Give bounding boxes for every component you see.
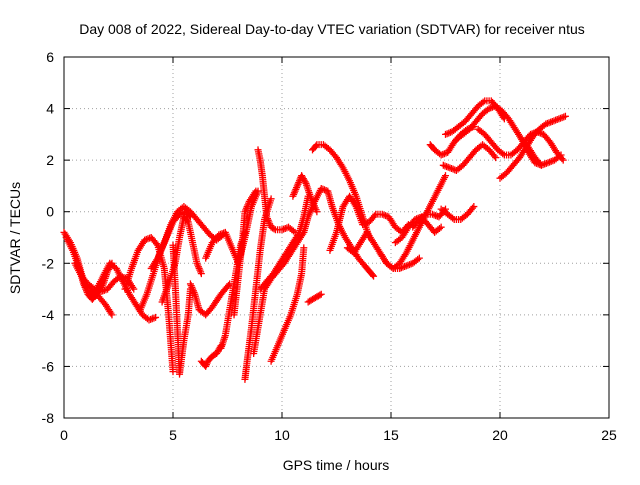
data-point [289,227,297,235]
data-point [267,195,275,203]
data-point [449,214,457,222]
series-34 [496,112,569,182]
data-point [479,98,487,106]
data-points [60,97,569,383]
series-21 [304,290,325,306]
data-point [252,187,260,195]
x-tick-label: 0 [60,427,68,443]
x-axis-label: GPS time / hours [283,457,390,473]
data-point [313,208,321,216]
series-4 [121,234,177,376]
series-20 [300,185,378,280]
data-point [316,291,324,299]
data-point [470,203,478,211]
series-7 [158,213,205,306]
series-8 [169,241,194,378]
series-32 [439,141,500,174]
data-point [224,281,232,289]
series-18 [267,244,308,365]
y-axis-label: SDTVAR / TECUs [7,182,23,294]
axis-ticks: 0 5 10 15 20 25 -8 -6 -4 -2 0 2 4 6 [42,49,617,443]
data-point [370,272,378,280]
data-point [169,368,177,376]
y-tick-label: -4 [42,307,55,323]
data-point [130,285,138,293]
data-point [469,204,477,212]
data-point [436,224,444,232]
data-point [108,311,116,319]
data-point [368,271,376,279]
data-point [300,244,308,252]
series-14 [241,195,275,383]
data-point [370,212,378,220]
data-point [437,223,445,231]
data-point [559,156,567,164]
data-point [492,154,500,162]
y-tick-label: -2 [42,255,55,271]
y-tick-label: 6 [46,49,54,65]
data-point [442,172,449,180]
series-23 [326,192,412,254]
x-tick-label: 15 [383,427,399,443]
series-35 [518,136,565,169]
data-point [301,178,309,186]
data-point [317,290,325,298]
x-tick-label: 25 [601,427,617,443]
data-point [312,142,320,150]
data-point [420,212,428,220]
y-tick-label: 4 [46,101,54,117]
x-tick-label: 20 [492,427,508,443]
y-tick-label: -8 [42,410,55,426]
data-point [152,240,160,248]
series-15 [254,146,299,236]
data-point [555,152,563,160]
data-point [561,112,569,120]
series-24 [343,228,423,272]
data-point [152,313,160,321]
data-point [183,217,191,225]
series-13 [230,187,260,319]
x-tick-label: 5 [169,427,177,443]
x-tick-label: 10 [274,427,290,443]
data-point [270,225,278,233]
series-31 [437,203,478,223]
data-point [499,150,507,158]
data-point [197,270,205,278]
series-9 [186,280,234,319]
data-point [415,254,423,262]
y-tick-label: 2 [46,152,54,168]
y-tick-label: 0 [46,204,54,220]
data-point [490,152,498,160]
data-point [557,151,565,159]
data-point [414,255,422,263]
series-29 [442,97,508,138]
chart-title: Day 008 of 2022, Sidereal Day-to-day VTE… [79,21,585,37]
y-tick-label: -6 [42,358,55,374]
